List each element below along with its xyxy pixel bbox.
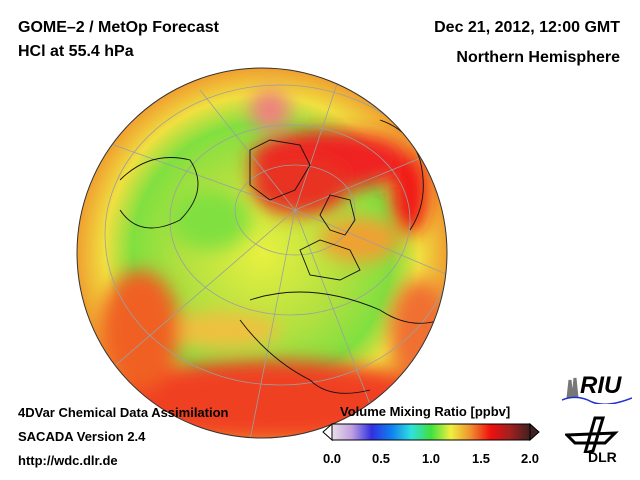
dlr-logo-icon	[563, 416, 619, 456]
globe-outline	[76, 67, 448, 439]
riu-logo: RIU	[562, 372, 632, 404]
colorbar-title: Volume Mixing Ratio [ppbv]	[340, 404, 511, 419]
graticule	[99, 74, 447, 438]
colorbar-tick: 1.0	[421, 451, 441, 466]
coastlines	[119, 119, 441, 394]
colorbar-tick: 0.0	[322, 451, 342, 466]
colorbar-tick: 0.5	[371, 451, 391, 466]
website-link[interactable]: http://wdc.dlr.de	[18, 453, 118, 468]
dlr-logo-text: DLR	[588, 449, 617, 465]
product-title: GOME–2 / MetOp Forecast	[18, 19, 219, 36]
riu-logo-icon	[562, 377, 632, 404]
method-label: 4DVar Chemical Data Assimilation	[18, 405, 229, 420]
version-label: SACADA Version 2.4	[18, 429, 146, 444]
region-label: Northern Hemisphere	[456, 49, 620, 66]
riu-logo-text: RIU	[580, 372, 622, 399]
colorbar-tick: 2.0	[520, 451, 540, 466]
colorbar-min-arrow	[322, 422, 333, 442]
dlr-logo: DLR	[563, 413, 625, 468]
colorbar	[322, 422, 540, 442]
colorbar-max-arrow	[529, 422, 540, 442]
colorbar-gradient	[331, 423, 531, 441]
colorbar-tick: 1.5	[471, 451, 491, 466]
forecast-date: Dec 21, 2012, 12:00 GMT	[434, 19, 620, 36]
species-level: HCl at 55.4 hPa	[18, 43, 134, 60]
